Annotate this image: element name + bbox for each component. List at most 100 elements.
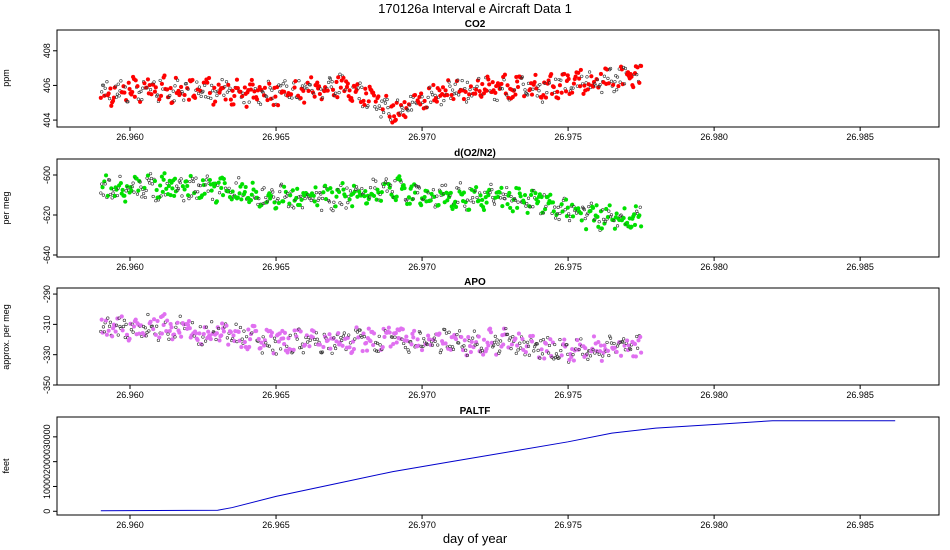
apo-data-point <box>360 348 365 354</box>
o2n2-data-point <box>402 186 407 191</box>
o2n2-data-point <box>196 190 200 194</box>
o2n2-data-point <box>210 197 215 201</box>
o2n2-data-point <box>179 177 183 181</box>
co2-data-point <box>330 80 334 84</box>
o2n2-data-point <box>578 211 583 216</box>
o2n2-data-point <box>292 206 296 210</box>
o2n2-data-point <box>188 173 193 179</box>
o2n2-data-point <box>556 205 560 209</box>
o2n2-data-point <box>159 194 163 198</box>
co2-data-point <box>98 95 103 100</box>
co2-data-point <box>228 86 232 90</box>
apo-data-point <box>340 343 345 348</box>
apo-data-point <box>231 333 236 338</box>
o2n2-data-point <box>194 176 198 180</box>
co2-data-point <box>338 85 343 90</box>
o2n2-data-point <box>509 194 513 199</box>
co2-data-point <box>182 92 187 98</box>
apo-data-point <box>467 343 473 349</box>
apo-data-point <box>320 350 325 354</box>
apo-data-point <box>114 323 119 327</box>
co2-data-point <box>168 85 173 91</box>
o2n2-data-point <box>431 188 435 192</box>
o2n2-data-point <box>374 179 378 183</box>
apo-data-point <box>267 344 271 348</box>
o2n2-data-point <box>374 197 379 202</box>
apo-data-point <box>464 348 468 352</box>
apo-data-point <box>197 331 202 336</box>
x-axis-label: day of year <box>443 531 508 546</box>
apo-data-point <box>469 339 474 344</box>
o2n2-data-point <box>373 186 377 190</box>
co2-data-point <box>611 82 616 87</box>
apo-data-point <box>334 346 338 351</box>
o2n2-data-point <box>222 181 227 186</box>
o2n2-data-point <box>260 187 264 192</box>
co2-data-point <box>347 88 352 93</box>
o2n2-data-point <box>272 200 277 205</box>
o2n2-data-point <box>633 204 638 209</box>
co2-data-point <box>158 78 162 83</box>
o2n2-data-point <box>118 181 123 186</box>
apo-data-point <box>242 339 247 345</box>
o2n2-x-tick-label: 26.980 <box>700 262 728 272</box>
apo-y-tick-label: -290 <box>42 285 52 303</box>
o2n2-data-point <box>111 191 115 195</box>
co2-data-point <box>214 90 218 94</box>
co2-x-tick-label: 26.980 <box>700 132 728 142</box>
apo-data-point <box>515 343 520 348</box>
co2-data-point <box>360 85 364 89</box>
co2-data-point <box>115 92 119 96</box>
apo-data-point <box>612 341 616 346</box>
o2n2-data-point <box>567 212 571 216</box>
apo-data-point <box>244 335 249 339</box>
co2-data-point <box>615 75 620 79</box>
apo-data-point <box>488 330 494 335</box>
co2-data-point <box>102 93 107 98</box>
co2-data-point <box>524 91 528 95</box>
o2n2-data-point <box>227 186 231 190</box>
co2-data-point <box>454 91 458 95</box>
co2-data-point <box>576 70 581 75</box>
o2n2-data-point <box>237 176 241 180</box>
co2-data-point <box>523 88 527 92</box>
o2n2-data-point <box>168 193 173 198</box>
o2n2-data-point <box>570 202 575 207</box>
co2-data-point <box>609 79 614 83</box>
co2-data-point <box>448 84 452 88</box>
apo-y-label: approx. per meg <box>1 304 11 370</box>
apo-data-point <box>492 340 497 344</box>
o2n2-data-point <box>612 219 616 223</box>
apo-data-point <box>400 327 405 332</box>
co2-data-point <box>356 86 360 90</box>
o2n2-data-point <box>360 186 364 191</box>
o2n2-data-point <box>513 198 518 202</box>
o2n2-data-point <box>632 212 637 217</box>
apo-data-point <box>219 333 224 338</box>
o2n2-data-point <box>602 221 607 226</box>
o2n2-data-point <box>123 199 128 204</box>
apo-data-point <box>591 334 597 339</box>
co2-data-point <box>310 90 316 95</box>
apo-data-point <box>443 328 447 332</box>
co2-data-point <box>479 94 484 99</box>
co2-data-point <box>526 93 530 97</box>
apo-data-point <box>368 339 373 344</box>
apo-data-point <box>246 327 251 332</box>
apo-data-point <box>247 344 252 350</box>
co2-data-point <box>223 85 227 89</box>
apo-data-point <box>494 352 499 357</box>
apo-panel-title: APO <box>464 277 486 288</box>
apo-data-point <box>489 340 494 345</box>
o2n2-data-point <box>299 194 303 199</box>
apo-data-point <box>208 336 213 342</box>
co2-data-point <box>520 75 525 79</box>
apo-plot-frame <box>56 287 940 386</box>
co2-data-point <box>292 85 297 90</box>
o2n2-data-point <box>287 201 292 206</box>
apo-data-point <box>169 325 174 330</box>
apo-data-point <box>310 335 316 340</box>
co2-data-point <box>481 91 487 96</box>
o2n2-data-point <box>136 188 141 193</box>
apo-data-point <box>327 332 332 337</box>
